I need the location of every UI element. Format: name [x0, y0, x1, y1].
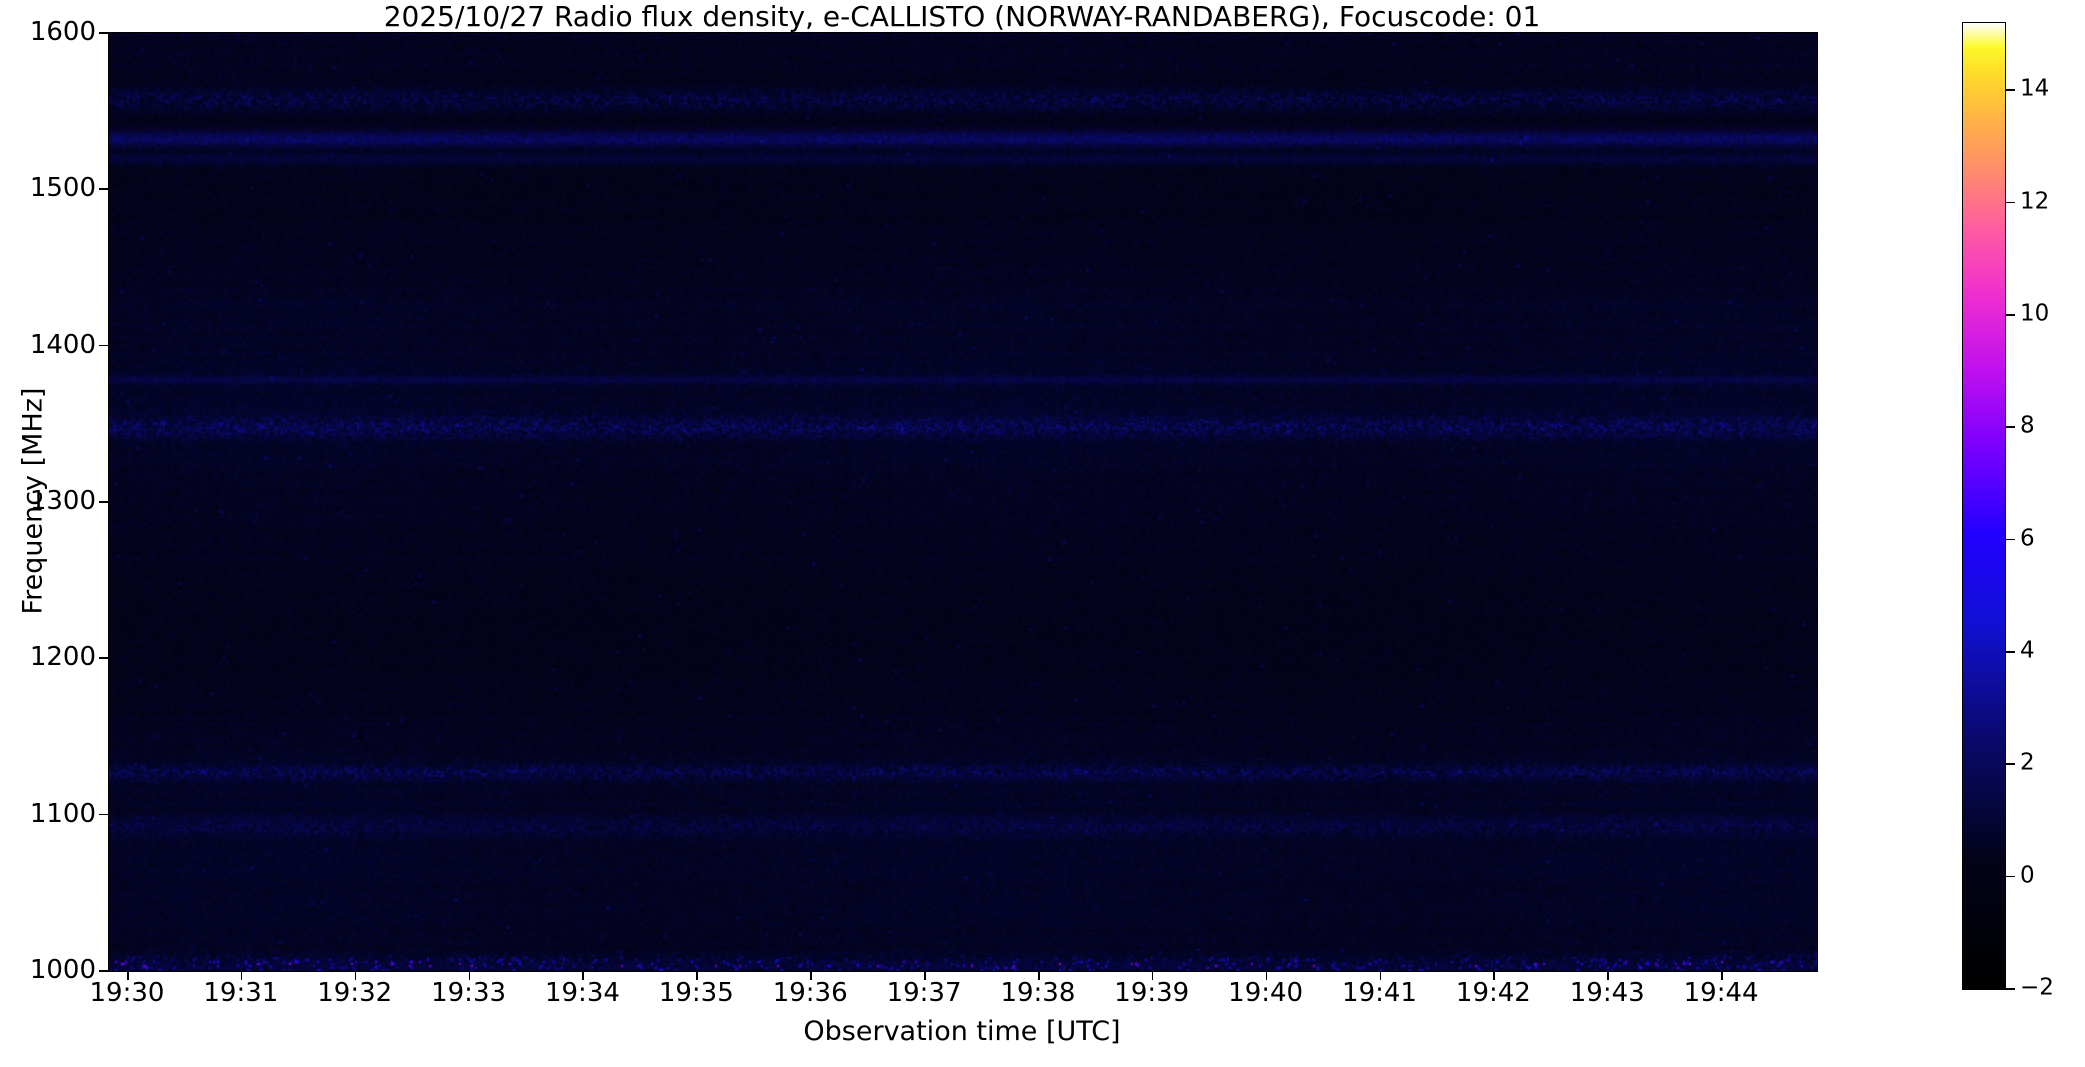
colorbar[interactable] — [1962, 22, 2006, 990]
x-axis-tick-mark — [1265, 971, 1268, 980]
x-axis-tick-label: 19:39 — [1114, 978, 1190, 1008]
x-axis-tick-label: 19:31 — [203, 978, 279, 1008]
spectrogram-image[interactable] — [109, 33, 1817, 971]
colorbar-tick-mark — [2006, 201, 2015, 204]
y-axis-tick-mark — [99, 970, 108, 972]
page-title: 2025/10/27 Radio flux density, e-CALLIST… — [383, 0, 1541, 33]
colorbar-tick-label: −2 — [2020, 974, 2054, 1001]
x-axis-tick-mark — [468, 971, 471, 980]
x-axis-tick-mark — [1037, 971, 1040, 980]
x-axis-tick-label: 19:35 — [658, 978, 734, 1008]
x-axis-tick-label: 19:32 — [317, 978, 393, 1008]
x-axis-tick-mark — [1721, 971, 1723, 980]
colorbar-tick-label: 12 — [2020, 188, 2050, 215]
x-axis-tick-mark — [924, 971, 926, 980]
x-axis-tick-label: 19:40 — [1228, 978, 1304, 1008]
y-axis-tick-labels: 1600 1500 1400 1300 1200 1100 1000 — [0, 19, 96, 983]
y-axis-tick-mark — [99, 501, 108, 503]
y-axis-tick-mark — [99, 32, 108, 34]
x-axis-tick-labels: 19:30 19:31 19:32 19:33 19:34 19:35 19:36 19:37… — [90, 978, 1816, 1014]
colorbar-tick-mark — [2006, 988, 2015, 990]
x-axis-tick-mark — [696, 971, 698, 980]
x-axis-tick-label: 19:38 — [1000, 978, 1076, 1008]
x-axis-tick-label: 19:37 — [886, 978, 962, 1008]
x-axis-tick-mark — [126, 971, 129, 980]
spectrogram-plot-area[interactable] — [108, 32, 1818, 972]
colorbar-tick-label: 14 — [2020, 75, 2050, 102]
colorbar-gradient — [1963, 23, 2005, 989]
colorbar-tick-mark — [2006, 89, 2015, 91]
colorbar-tick-mark — [2006, 426, 2015, 428]
y-axis-tick-label: 1400 — [29, 329, 96, 360]
x-axis-tick-mark — [582, 971, 585, 980]
x-axis-tick-mark — [1607, 971, 1609, 980]
x-axis-tick-mark — [240, 971, 243, 980]
x-axis-tick-label: 19:30 — [89, 978, 165, 1008]
y-axis-tick-label: 1000 — [29, 955, 96, 985]
y-axis-tick-label: 1200 — [29, 642, 96, 673]
x-axis-tick-label: 19:44 — [1683, 978, 1759, 1008]
x-axis-title: Observation time [UTC] — [803, 1016, 1121, 1047]
x-axis-tick-label: 19:36 — [772, 978, 848, 1008]
x-axis-tick-label: 19:43 — [1569, 978, 1645, 1008]
x-axis-tick-mark — [354, 971, 357, 980]
x-axis-tick-mark — [1379, 971, 1382, 980]
x-axis-tick-mark — [1493, 971, 1495, 980]
y-axis-tick-mark — [99, 813, 108, 816]
colorbar-tick-label: 2 — [2020, 749, 2035, 776]
y-axis-tick-label: 1100 — [29, 798, 96, 829]
y-axis-tick-label: 1500 — [29, 173, 96, 204]
x-axis-tick-label: 19:41 — [1342, 978, 1417, 1008]
colorbar-tick-label: 10 — [2020, 300, 2050, 327]
x-axis-tick-mark — [1151, 971, 1154, 980]
y-axis-tick-label: 1300 — [29, 486, 96, 516]
x-axis-tick-mark — [810, 971, 812, 980]
colorbar-tick-mark — [2006, 314, 2015, 316]
x-axis-tick-label: 19:42 — [1455, 978, 1531, 1008]
x-axis-tick-label: 19:34 — [544, 978, 620, 1008]
colorbar-tick-mark — [2006, 875, 2015, 878]
y-axis-tick-label: 1600 — [29, 17, 96, 47]
y-axis-tick-mark — [99, 188, 108, 190]
colorbar-tick-label: 4 — [2020, 637, 2035, 664]
y-axis-tick-mark — [99, 344, 108, 347]
colorbar-tick-label: 0 — [2020, 862, 2035, 889]
y-axis-tick-mark — [99, 657, 108, 659]
colorbar-tick-mark — [2006, 538, 2015, 541]
colorbar-tick-mark — [2006, 651, 2015, 653]
colorbar-tick-label: 8 — [2020, 412, 2035, 439]
colorbar-tick-mark — [2006, 763, 2015, 765]
colorbar-tick-label: 6 — [2020, 525, 2035, 552]
x-axis-tick-label: 19:33 — [431, 978, 507, 1008]
